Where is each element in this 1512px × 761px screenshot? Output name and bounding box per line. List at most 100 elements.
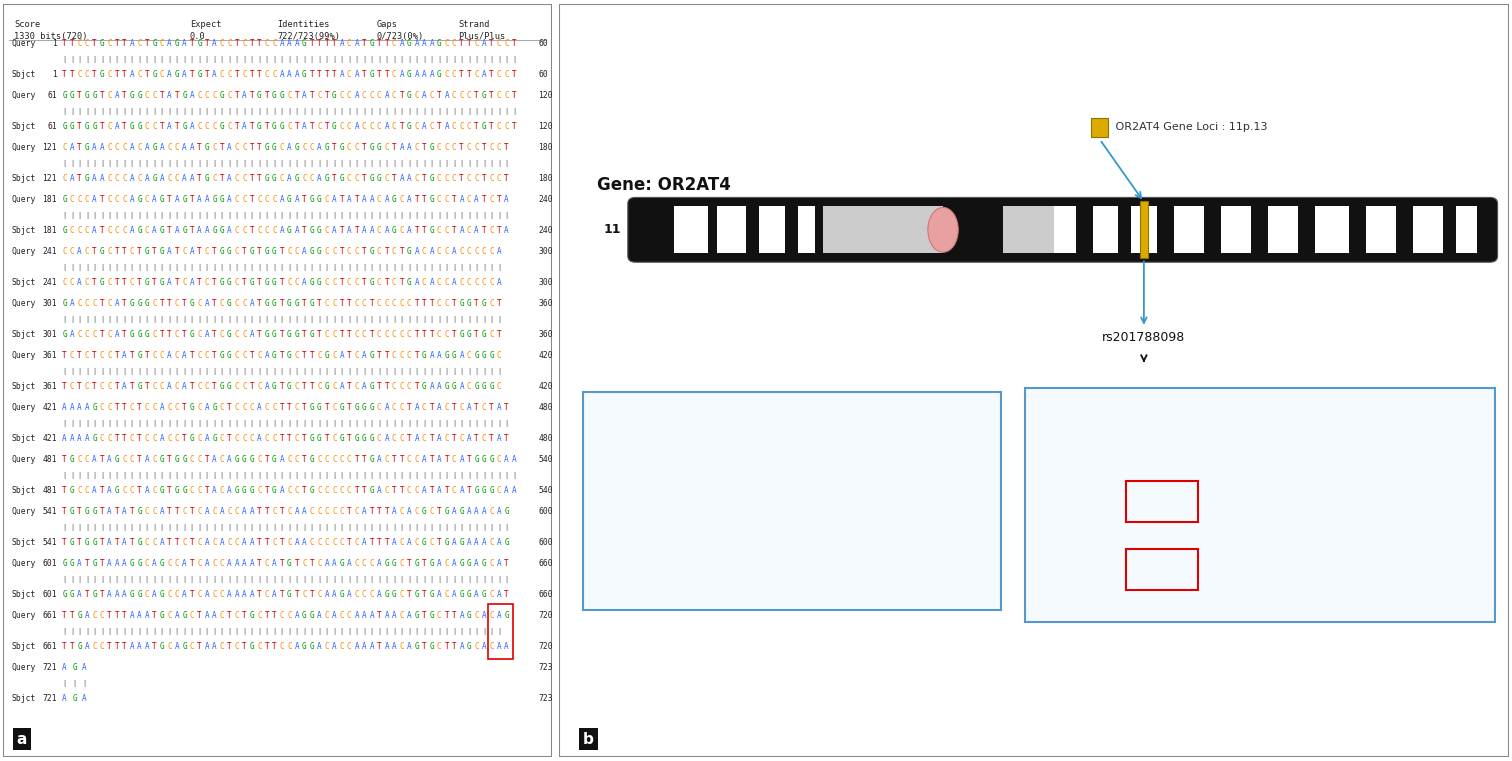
Text: |: | — [85, 316, 89, 323]
Text: G: G — [490, 455, 494, 464]
Text: C: C — [145, 434, 150, 443]
Text: T: T — [376, 642, 381, 651]
Text: C: C — [361, 590, 366, 599]
Text: C: C — [376, 330, 381, 339]
Text: C: C — [122, 226, 127, 235]
Text: |: | — [92, 160, 97, 167]
Text: |: | — [70, 264, 74, 271]
Text: T: T — [346, 299, 352, 308]
Text: A: A — [168, 351, 172, 360]
Text: A: A — [130, 195, 135, 204]
Text: G: G — [272, 351, 277, 360]
Text: |: | — [414, 212, 419, 219]
Text: G: G — [295, 299, 299, 308]
Text: A: A — [234, 559, 239, 568]
Text: G: G — [138, 559, 142, 568]
Text: G: G — [138, 195, 142, 204]
Text: A: A — [85, 642, 89, 651]
Text: |: | — [70, 420, 74, 427]
Text: C: C — [130, 455, 135, 464]
Text: |: | — [107, 576, 112, 583]
Text: C: C — [242, 226, 246, 235]
Text: C: C — [168, 642, 172, 651]
Text: |: | — [145, 420, 148, 427]
Text: C: C — [115, 174, 119, 183]
Text: |: | — [70, 108, 74, 115]
Text: A: A — [168, 70, 172, 79]
Text: G: G — [460, 559, 464, 568]
Text: |: | — [62, 108, 67, 115]
Text: C: C — [287, 611, 292, 620]
Text: |: | — [181, 264, 186, 271]
Text: T: T — [295, 590, 299, 599]
Text: T: T — [333, 40, 337, 48]
Text: C: C — [100, 351, 104, 360]
Text: |: | — [399, 160, 404, 167]
Text: A: A — [175, 226, 180, 235]
Text: T: T — [429, 486, 434, 495]
Text: T: T — [249, 174, 254, 183]
Text: |: | — [280, 420, 284, 427]
Text: C: C — [197, 590, 201, 599]
Text: T: T — [115, 403, 119, 412]
Text: T: T — [197, 611, 201, 620]
Text: |: | — [399, 368, 404, 375]
Text: A: A — [384, 122, 389, 131]
Text: C: C — [490, 330, 494, 339]
Text: G: G — [467, 642, 472, 651]
Text: |: | — [318, 264, 321, 271]
Text: T: T — [107, 611, 112, 620]
Text: T: T — [85, 590, 89, 599]
Text: A: A — [62, 663, 67, 672]
Text: |: | — [310, 420, 313, 427]
Text: T: T — [227, 642, 231, 651]
Text: |: | — [376, 108, 381, 115]
Text: Gln: Gln — [1151, 603, 1173, 616]
Text: C: C — [115, 143, 119, 152]
Text: AGA: AGA — [1244, 495, 1270, 508]
Text: G: G — [460, 507, 464, 516]
Text: |: | — [181, 524, 186, 531]
Text: A: A — [122, 382, 127, 391]
Text: T: T — [70, 611, 74, 620]
Text: C: C — [175, 143, 180, 152]
Text: A: A — [475, 538, 479, 547]
Text: C: C — [361, 299, 366, 308]
Text: C: C — [497, 91, 502, 100]
Text: C: C — [175, 174, 180, 183]
Text: A: A — [302, 122, 307, 131]
Bar — [1173, 206, 1204, 253]
Text: 301: 301 — [42, 330, 57, 339]
Text: |: | — [62, 56, 67, 63]
Text: G: G — [227, 247, 231, 256]
Text: 301: 301 — [42, 299, 57, 308]
Text: G: G — [369, 247, 373, 256]
Text: T: T — [340, 226, 345, 235]
Text: C: C — [354, 538, 360, 547]
Text: A: A — [318, 143, 322, 152]
Text: T: T — [392, 143, 396, 152]
Text: |: | — [227, 108, 231, 115]
Text: C: C — [287, 91, 292, 100]
Text: T: T — [257, 299, 262, 308]
Text: C: C — [153, 455, 157, 464]
Text: G: G — [272, 91, 277, 100]
Text: A: A — [475, 195, 479, 204]
Text: T: T — [354, 486, 360, 495]
Text: T: T — [168, 507, 172, 516]
Text: |: | — [295, 524, 298, 531]
Text: A: A — [429, 278, 434, 287]
Text: |: | — [73, 680, 76, 687]
Text: C: C — [369, 91, 373, 100]
Text: |: | — [85, 56, 89, 63]
Text: |: | — [325, 420, 328, 427]
Text: C: C — [346, 455, 352, 464]
Text: |: | — [354, 212, 358, 219]
Text: C: C — [399, 330, 404, 339]
Text: G: G — [204, 174, 209, 183]
Text: |: | — [392, 160, 396, 167]
Text: C: C — [212, 538, 216, 547]
Text: T: T — [62, 40, 67, 48]
Text: T: T — [318, 330, 322, 339]
Text: |: | — [227, 628, 231, 635]
